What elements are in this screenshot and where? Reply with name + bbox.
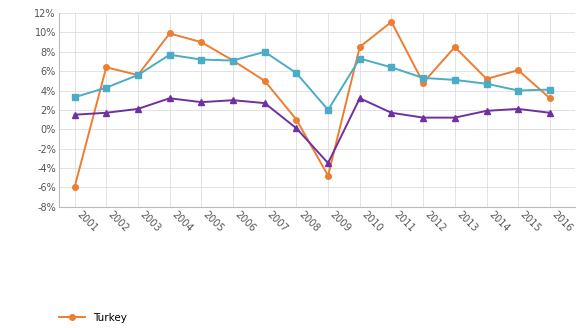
Advanced Economies xyxy=(356,96,363,100)
Emerging Markets and Developing Economies (FMDE) xyxy=(325,108,332,112)
Advanced Economies xyxy=(546,111,554,115)
Emerging Markets and Developing Economies (FMDE) xyxy=(103,86,110,90)
Legend: Turkey, Emerging Markets and Developing Economies (FMDE), Advanced Economies: Turkey, Emerging Markets and Developing … xyxy=(59,313,373,328)
Advanced Economies xyxy=(198,100,205,104)
Advanced Economies xyxy=(166,96,173,100)
Advanced Economies xyxy=(515,107,522,111)
Turkey xyxy=(293,118,300,122)
Emerging Markets and Developing Economies (FMDE) xyxy=(261,50,268,54)
Advanced Economies xyxy=(388,111,395,115)
Emerging Markets and Developing Economies (FMDE) xyxy=(198,58,205,62)
Emerging Markets and Developing Economies (FMDE) xyxy=(293,71,300,75)
Advanced Economies xyxy=(71,113,78,117)
Emerging Markets and Developing Economies (FMDE) xyxy=(388,65,395,69)
Turkey xyxy=(166,31,173,35)
Turkey xyxy=(103,65,110,69)
Line: Advanced Economies: Advanced Economies xyxy=(72,95,553,166)
Advanced Economies xyxy=(103,111,110,115)
Emerging Markets and Developing Economies (FMDE) xyxy=(451,78,458,82)
Advanced Economies xyxy=(420,116,427,120)
Advanced Economies xyxy=(230,98,237,102)
Emerging Markets and Developing Economies (FMDE) xyxy=(546,88,554,92)
Turkey xyxy=(230,59,237,63)
Emerging Markets and Developing Economies (FMDE) xyxy=(420,76,427,80)
Emerging Markets and Developing Economies (FMDE) xyxy=(483,82,490,86)
Turkey xyxy=(71,185,78,189)
Turkey xyxy=(546,96,554,100)
Turkey xyxy=(134,73,141,77)
Advanced Economies xyxy=(325,161,332,165)
Emerging Markets and Developing Economies (FMDE) xyxy=(230,59,237,63)
Turkey xyxy=(325,174,332,178)
Turkey xyxy=(388,20,395,24)
Turkey xyxy=(420,81,427,85)
Advanced Economies xyxy=(261,101,268,105)
Emerging Markets and Developing Economies (FMDE) xyxy=(515,89,522,92)
Emerging Markets and Developing Economies (FMDE) xyxy=(134,73,141,77)
Advanced Economies xyxy=(293,126,300,130)
Turkey xyxy=(261,79,268,83)
Emerging Markets and Developing Economies (FMDE) xyxy=(71,95,78,99)
Advanced Economies xyxy=(451,116,458,120)
Advanced Economies xyxy=(483,109,490,113)
Line: Emerging Markets and Developing Economies (FMDE): Emerging Markets and Developing Economie… xyxy=(72,49,553,113)
Advanced Economies xyxy=(134,107,141,111)
Turkey xyxy=(356,45,363,49)
Turkey xyxy=(451,45,458,49)
Turkey xyxy=(483,77,490,81)
Line: Turkey: Turkey xyxy=(72,19,553,190)
Turkey xyxy=(198,40,205,44)
Turkey xyxy=(515,68,522,72)
Emerging Markets and Developing Economies (FMDE) xyxy=(166,53,173,57)
Emerging Markets and Developing Economies (FMDE) xyxy=(356,57,363,61)
